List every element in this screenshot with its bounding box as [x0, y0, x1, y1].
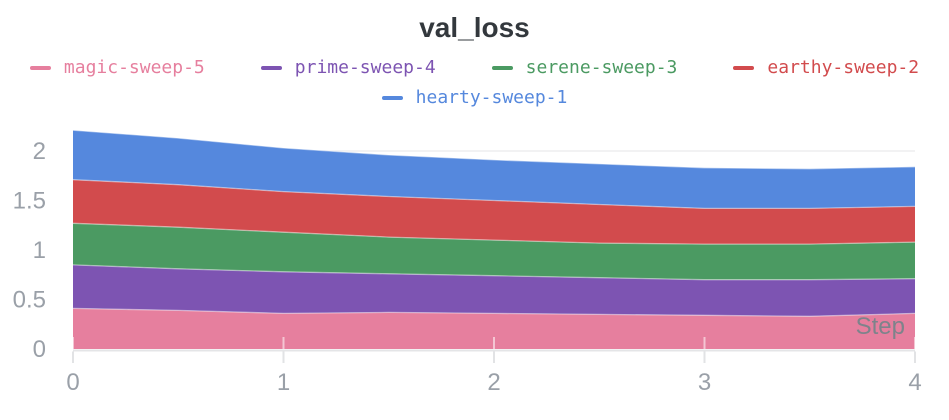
- chart-title: val_loss: [419, 12, 530, 43]
- legend-label: magic-sweep-5: [63, 57, 205, 78]
- legend-item-hearty-sweep-1[interactable]: hearty-sweep-1: [381, 87, 568, 109]
- area-earthy-sweep-2: [73, 179, 915, 245]
- x-tick-label-2: 2: [487, 369, 500, 396]
- series-line-earthy-sweep-2: [72, 179, 916, 210]
- legend-line-icon: [733, 66, 755, 70]
- legend-line-icon: [29, 66, 51, 70]
- legend-item-serene-sweep-3[interactable]: serene-sweep-3: [491, 57, 678, 79]
- y-tick-label-1: 1: [33, 237, 46, 264]
- y-tick-label-1.5: 1.5: [13, 188, 46, 215]
- chart-legend: magic-sweep-5 prime-sweep-4 serene-sweep-3…: [10, 57, 939, 109]
- legend-line-icon: [381, 96, 403, 100]
- legend-item-earthy-sweep-2[interactable]: earthy-sweep-2: [733, 57, 919, 79]
- x-tick-label-3: 3: [698, 369, 711, 396]
- legend-label: hearty-sweep-1: [415, 87, 568, 108]
- x-axis-title: Step: [856, 313, 905, 340]
- legend-item-magic-sweep-5[interactable]: magic-sweep-5: [29, 57, 205, 79]
- area-serene-sweep-3: [73, 223, 915, 280]
- x-tick-label-0: 0: [66, 369, 79, 396]
- x-tick-label-1: 1: [277, 369, 290, 396]
- series-line-serene-sweep-3: [72, 222, 916, 245]
- x-tick-label-4: 4: [908, 369, 921, 396]
- legend-line-icon: [260, 66, 282, 70]
- series-line-magic-sweep-5: [72, 307, 916, 317]
- legend-line-icon: [491, 66, 513, 70]
- series-line-prime-sweep-4: [72, 264, 916, 281]
- area-hearty-sweep-1: [73, 130, 915, 209]
- legend-item-prime-sweep-4[interactable]: prime-sweep-4: [260, 57, 436, 79]
- legend-label: earthy-sweep-2: [767, 57, 920, 78]
- legend-label: serene-sweep-3: [525, 57, 678, 78]
- y-tick-label-2: 2: [33, 138, 46, 165]
- series-line-hearty-sweep-1: [72, 129, 916, 170]
- area-prime-sweep-4: [73, 264, 915, 317]
- legend-label: prime-sweep-4: [294, 57, 436, 78]
- y-tick-label-0: 0: [33, 336, 46, 363]
- y-tick-label-0.5: 0.5: [13, 287, 46, 314]
